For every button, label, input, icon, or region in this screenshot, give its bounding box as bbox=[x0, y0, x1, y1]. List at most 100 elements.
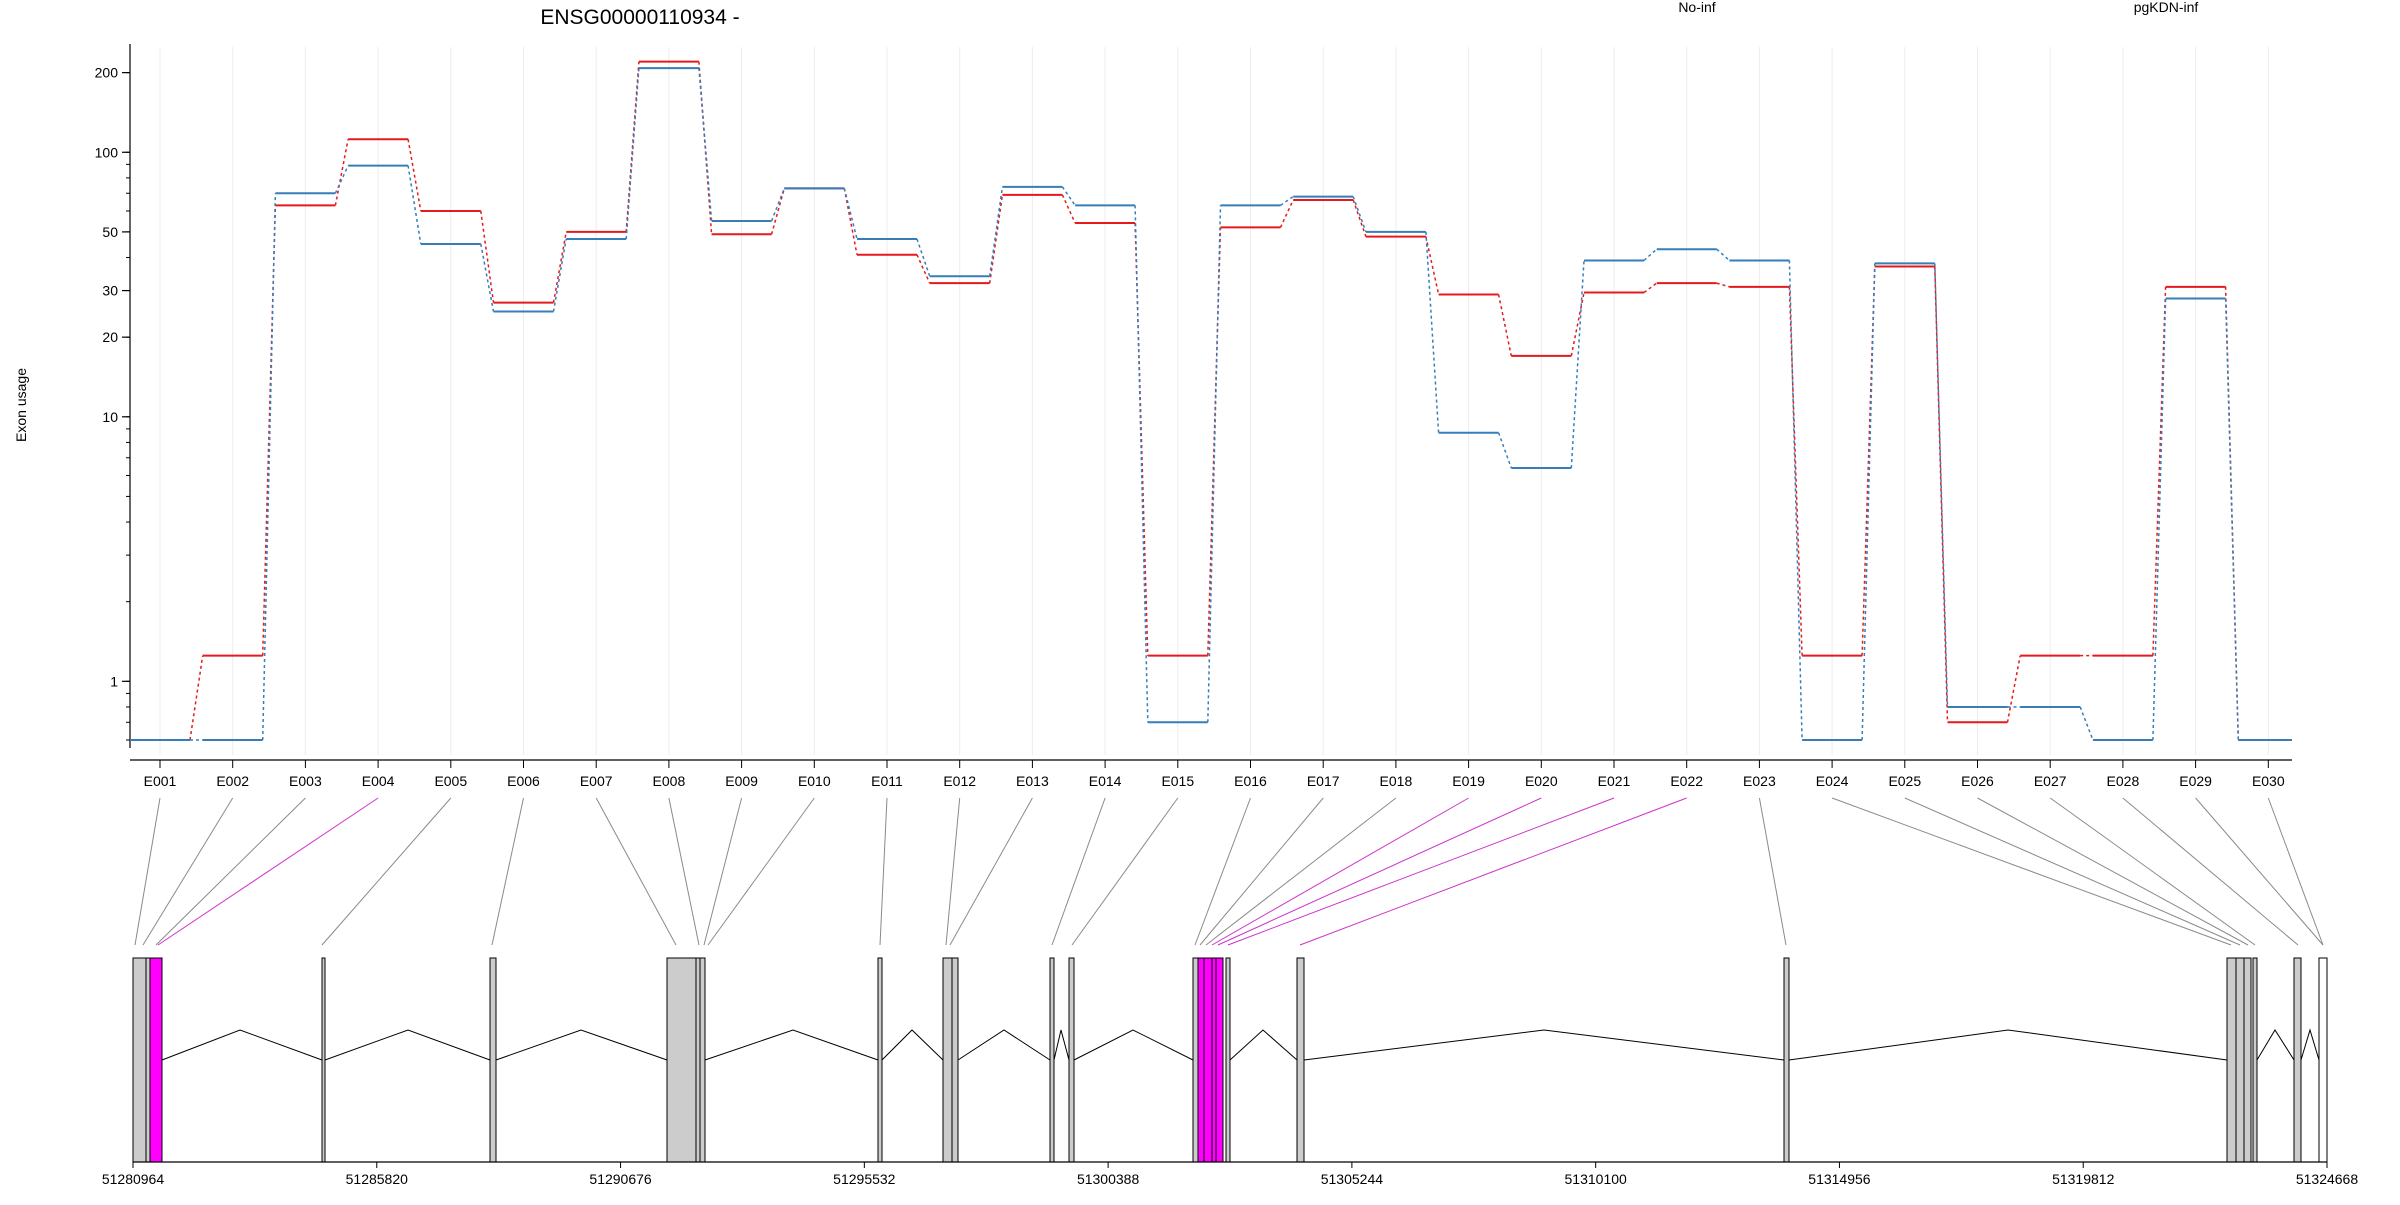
x-tick-label-e022: E022 bbox=[1670, 773, 1703, 789]
connector-e004 bbox=[157, 797, 379, 946]
exon-block bbox=[942, 957, 953, 1163]
x-tick-label-e015: E015 bbox=[1161, 773, 1194, 789]
segment-pgkdn-inf bbox=[1061, 186, 1076, 206]
segment-no-inf bbox=[988, 194, 1004, 284]
coordinate-tick-label: 51305244 bbox=[1321, 1171, 1384, 1187]
segment-no-inf bbox=[407, 139, 422, 212]
exon-block bbox=[2318, 957, 2328, 1163]
x-tick-label-e006: E006 bbox=[507, 773, 540, 789]
connector-e013 bbox=[949, 797, 1033, 946]
x-tick-label-e011: E011 bbox=[871, 773, 903, 789]
connector-e007 bbox=[595, 797, 677, 946]
exon-block bbox=[699, 957, 706, 1163]
exon-block bbox=[1049, 957, 1055, 1163]
segment-no-inf bbox=[1788, 286, 1803, 656]
x-tick-label-e028: E028 bbox=[2107, 773, 2140, 789]
connector-e018 bbox=[1205, 797, 1397, 946]
connector-e006 bbox=[491, 797, 524, 946]
y-tick-label-100: 100 bbox=[95, 144, 119, 160]
x-tick-label-e016: E016 bbox=[1234, 773, 1267, 789]
intron-line bbox=[1073, 1029, 1194, 1061]
x-tick-label-e005: E005 bbox=[434, 773, 467, 789]
x-tick-label-e029: E029 bbox=[2179, 773, 2212, 789]
segment-no-inf bbox=[770, 188, 786, 235]
exon-block bbox=[2235, 957, 2245, 1163]
segment-pgkdn-inf bbox=[1861, 263, 1876, 741]
segment-no-inf bbox=[552, 231, 567, 303]
gene-model bbox=[132, 957, 2328, 1163]
segment-no-inf bbox=[1061, 194, 1076, 224]
segment-no-inf bbox=[1716, 282, 1730, 288]
exon-block bbox=[695, 957, 701, 1163]
coordinate-tick-label: 51295532 bbox=[833, 1171, 896, 1187]
segment-no-inf bbox=[1643, 282, 1658, 294]
coordinate-tick-label: 51300388 bbox=[1077, 1171, 1140, 1187]
segment-pgkdn-inf bbox=[625, 68, 640, 240]
x-tick-label-e007: E007 bbox=[580, 773, 613, 789]
x-tick-label-e024: E024 bbox=[1816, 773, 1849, 789]
intron-line bbox=[881, 1029, 944, 1061]
exon-block bbox=[1215, 957, 1224, 1163]
exon-block bbox=[132, 957, 147, 1163]
segment-pgkdn-inf bbox=[988, 186, 1004, 277]
segment-no-inf bbox=[1352, 199, 1367, 237]
segment-pgkdn-inf bbox=[334, 165, 349, 194]
exon-block bbox=[1203, 957, 1213, 1163]
x-tick-label-e004: E004 bbox=[362, 773, 395, 789]
connector-e011 bbox=[879, 797, 888, 946]
intron-line bbox=[1788, 1029, 2228, 1061]
intron-line bbox=[957, 1029, 1051, 1061]
x-tick-label-e018: E018 bbox=[1380, 773, 1413, 789]
connector-e030 bbox=[2267, 797, 2324, 946]
connector-e019 bbox=[1211, 797, 1469, 946]
connector-e015 bbox=[1071, 797, 1179, 946]
connector-e010 bbox=[707, 797, 815, 946]
segment-pgkdn-inf bbox=[552, 238, 567, 312]
segment-no-inf bbox=[261, 205, 277, 656]
exon-block bbox=[149, 957, 163, 1163]
x-tick-label-e002: E002 bbox=[216, 773, 249, 789]
x-tick-label-e019: E019 bbox=[1452, 773, 1485, 789]
x-tick-label-e020: E020 bbox=[1525, 773, 1558, 789]
exon-block bbox=[877, 957, 883, 1163]
x-tick-label-e026: E026 bbox=[1961, 773, 1994, 789]
exon-block bbox=[1068, 957, 1075, 1163]
exon-block bbox=[489, 957, 497, 1163]
intron-line bbox=[1303, 1029, 1785, 1061]
exon-block bbox=[2252, 957, 2258, 1163]
connector-e027 bbox=[2049, 797, 2256, 946]
segment-no-inf bbox=[189, 655, 204, 741]
segment-no-inf bbox=[1279, 199, 1294, 228]
coordinate-tick-label: 51310100 bbox=[1565, 1171, 1628, 1187]
series-lines bbox=[130, 60, 2292, 741]
y-tick-label-30: 30 bbox=[102, 283, 118, 299]
connector-e005 bbox=[321, 797, 452, 946]
segment-pgkdn-inf bbox=[843, 188, 858, 240]
y-tick-label-200: 200 bbox=[95, 65, 119, 81]
intron-line bbox=[1053, 1029, 1070, 1061]
x-tick-label-e023: E023 bbox=[1743, 773, 1776, 789]
genomic-coordinate-axis: 51280964 51285820 51290676 51295532 51300388… bbox=[102, 1161, 2358, 1187]
connector-e024 bbox=[1831, 797, 2232, 946]
coordinate-tick-label: 51290676 bbox=[589, 1171, 652, 1187]
connector-e014 bbox=[1051, 797, 1106, 946]
intron-line bbox=[495, 1029, 668, 1061]
connector-e012 bbox=[945, 797, 961, 946]
segment-pgkdn-inf bbox=[1425, 231, 1440, 433]
exon-block bbox=[1197, 957, 1205, 1163]
exon-block bbox=[1192, 957, 1199, 1163]
intron-line bbox=[324, 1029, 491, 1061]
exon-block bbox=[1296, 957, 1305, 1163]
x-tick-label-e021: E021 bbox=[1598, 773, 1631, 789]
coordinate-tick-label: 51314956 bbox=[1808, 1171, 1871, 1187]
x-tick-label-e013: E013 bbox=[1016, 773, 1049, 789]
connector-e002 bbox=[142, 797, 234, 946]
intron-line bbox=[704, 1029, 879, 1061]
segment-pgkdn-inf bbox=[1280, 195, 1294, 206]
coordinate-tick-label: 51280964 bbox=[102, 1171, 165, 1187]
exon-block bbox=[1225, 957, 1231, 1163]
segment-pgkdn-inf bbox=[2152, 298, 2167, 741]
segment-pgkdn-inf bbox=[261, 193, 277, 741]
x-axis: E001 E002 E003 E004 E005 E006 E007 E008 E009 E010… bbox=[130, 759, 2292, 789]
